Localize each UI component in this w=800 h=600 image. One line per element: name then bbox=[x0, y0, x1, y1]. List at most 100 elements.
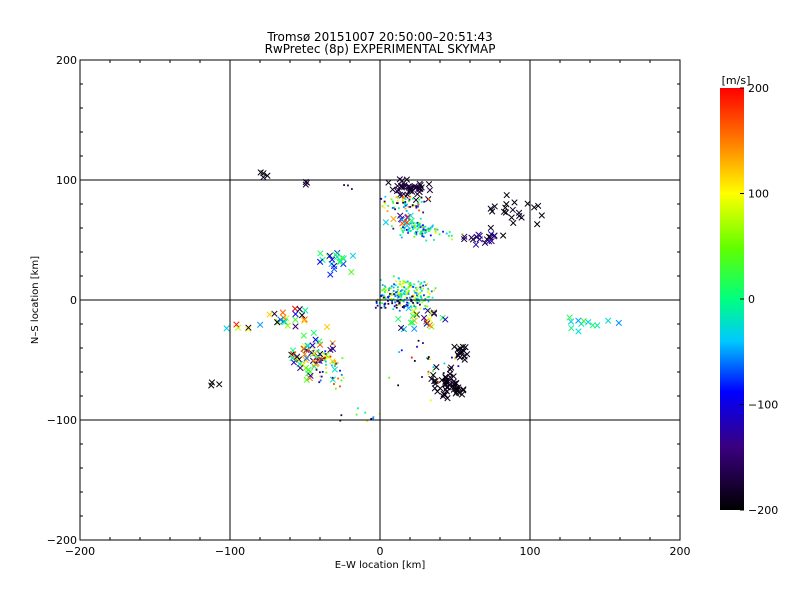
data-point-x bbox=[412, 196, 420, 204]
data-point-dot bbox=[423, 200, 426, 203]
data-point-dot bbox=[400, 296, 403, 299]
data-point-x bbox=[413, 184, 420, 191]
data-point-dot bbox=[391, 300, 393, 303]
colorbar-tick-label: −200 bbox=[748, 504, 778, 517]
data-point-dot bbox=[427, 291, 429, 294]
data-point-dot bbox=[417, 222, 420, 225]
data-point-x bbox=[567, 318, 575, 325]
data-point-dot bbox=[387, 296, 390, 299]
data-point-dot bbox=[426, 296, 429, 299]
data-point-x bbox=[329, 345, 337, 352]
data-point-dot bbox=[375, 302, 378, 305]
data-point-x bbox=[414, 190, 421, 198]
data-point-dot bbox=[426, 305, 429, 308]
data-point-dot bbox=[405, 304, 408, 306]
data-point-dot bbox=[396, 300, 398, 303]
data-point-dot bbox=[414, 286, 417, 289]
data-point-dot bbox=[420, 230, 423, 233]
data-point-dot bbox=[402, 292, 405, 295]
data-point-dot bbox=[402, 231, 405, 234]
data-point-dot bbox=[383, 288, 386, 290]
data-point-dot bbox=[437, 381, 440, 383]
data-point-dot bbox=[416, 294, 418, 297]
data-point-dot bbox=[391, 207, 394, 209]
data-point-dot bbox=[398, 294, 401, 296]
data-point-dot bbox=[435, 227, 438, 230]
data-point-dot bbox=[317, 350, 320, 353]
data-point-dot bbox=[424, 305, 427, 307]
data-point-dot bbox=[409, 205, 412, 208]
data-point-dot bbox=[426, 357, 428, 360]
data-point-dot bbox=[390, 225, 393, 228]
data-point-dot bbox=[429, 234, 432, 237]
data-point-dot bbox=[416, 289, 419, 292]
data-point-dot bbox=[442, 372, 445, 375]
data-point-dot bbox=[415, 205, 418, 208]
data-point-dot bbox=[429, 227, 432, 230]
data-point-x bbox=[443, 384, 451, 391]
data-point-dot bbox=[399, 234, 402, 236]
data-point-dot bbox=[409, 283, 412, 286]
data-point-dot bbox=[406, 280, 409, 283]
data-point-dot bbox=[411, 285, 414, 288]
data-point-dot bbox=[401, 299, 404, 302]
data-point-x bbox=[280, 314, 287, 321]
data-point-dot bbox=[401, 285, 403, 288]
data-point-dot bbox=[325, 363, 327, 366]
data-point-dot bbox=[413, 305, 416, 307]
data-point-dot bbox=[374, 306, 377, 309]
data-point-dot bbox=[416, 230, 419, 233]
data-point-dot bbox=[398, 351, 401, 353]
data-point-dot bbox=[324, 353, 327, 355]
data-point-x bbox=[442, 316, 449, 323]
data-point-x bbox=[281, 318, 289, 326]
data-point-x bbox=[297, 364, 304, 372]
data-point-dot bbox=[421, 229, 424, 232]
data-point-dot bbox=[411, 205, 414, 208]
data-point-dot bbox=[403, 306, 405, 309]
data-point-dot bbox=[428, 293, 431, 295]
data-point-x bbox=[430, 371, 437, 379]
data-point-x bbox=[407, 187, 414, 194]
data-point-x bbox=[301, 317, 308, 324]
data-point-dot bbox=[375, 300, 378, 303]
data-point-dot bbox=[339, 385, 341, 388]
data-point-dot bbox=[399, 294, 402, 296]
data-point-x bbox=[578, 320, 585, 328]
data-point-dot bbox=[402, 282, 404, 285]
data-point-x bbox=[266, 311, 273, 318]
data-point-dot bbox=[427, 357, 429, 360]
data-point-dot bbox=[419, 232, 422, 235]
data-point-x bbox=[499, 232, 507, 239]
data-point-dot bbox=[325, 367, 327, 369]
data-point-dot bbox=[340, 414, 343, 417]
data-point-dot bbox=[387, 204, 390, 207]
data-point-dot bbox=[408, 285, 411, 288]
data-point-dot bbox=[392, 275, 395, 278]
data-point-x bbox=[336, 258, 343, 266]
data-point-x bbox=[503, 201, 510, 208]
data-point-dot bbox=[320, 359, 323, 362]
data-point-dot bbox=[381, 284, 384, 286]
x-axis-label: E–W location [km] bbox=[335, 560, 426, 571]
data-point-dot bbox=[396, 294, 399, 297]
data-point-x bbox=[425, 181, 433, 188]
data-point-dot bbox=[420, 289, 423, 292]
data-point-dot bbox=[425, 228, 428, 231]
data-point-x bbox=[337, 258, 344, 265]
scatter-points bbox=[208, 169, 622, 422]
data-point-x bbox=[503, 191, 510, 199]
data-point-dot bbox=[434, 287, 437, 290]
data-point-x bbox=[328, 256, 336, 263]
data-point-dot bbox=[397, 295, 400, 298]
x-tick-label: 200 bbox=[670, 545, 691, 558]
data-point-dot bbox=[434, 230, 437, 233]
data-point-dot bbox=[395, 196, 398, 199]
data-point-dot bbox=[414, 232, 416, 235]
colorbar-label: [m/s] bbox=[722, 74, 751, 87]
data-point-dot bbox=[407, 293, 410, 295]
data-point-dot bbox=[427, 300, 430, 303]
data-point-dot bbox=[429, 399, 432, 402]
data-point-dot bbox=[402, 201, 405, 204]
data-point-dot bbox=[400, 227, 403, 230]
